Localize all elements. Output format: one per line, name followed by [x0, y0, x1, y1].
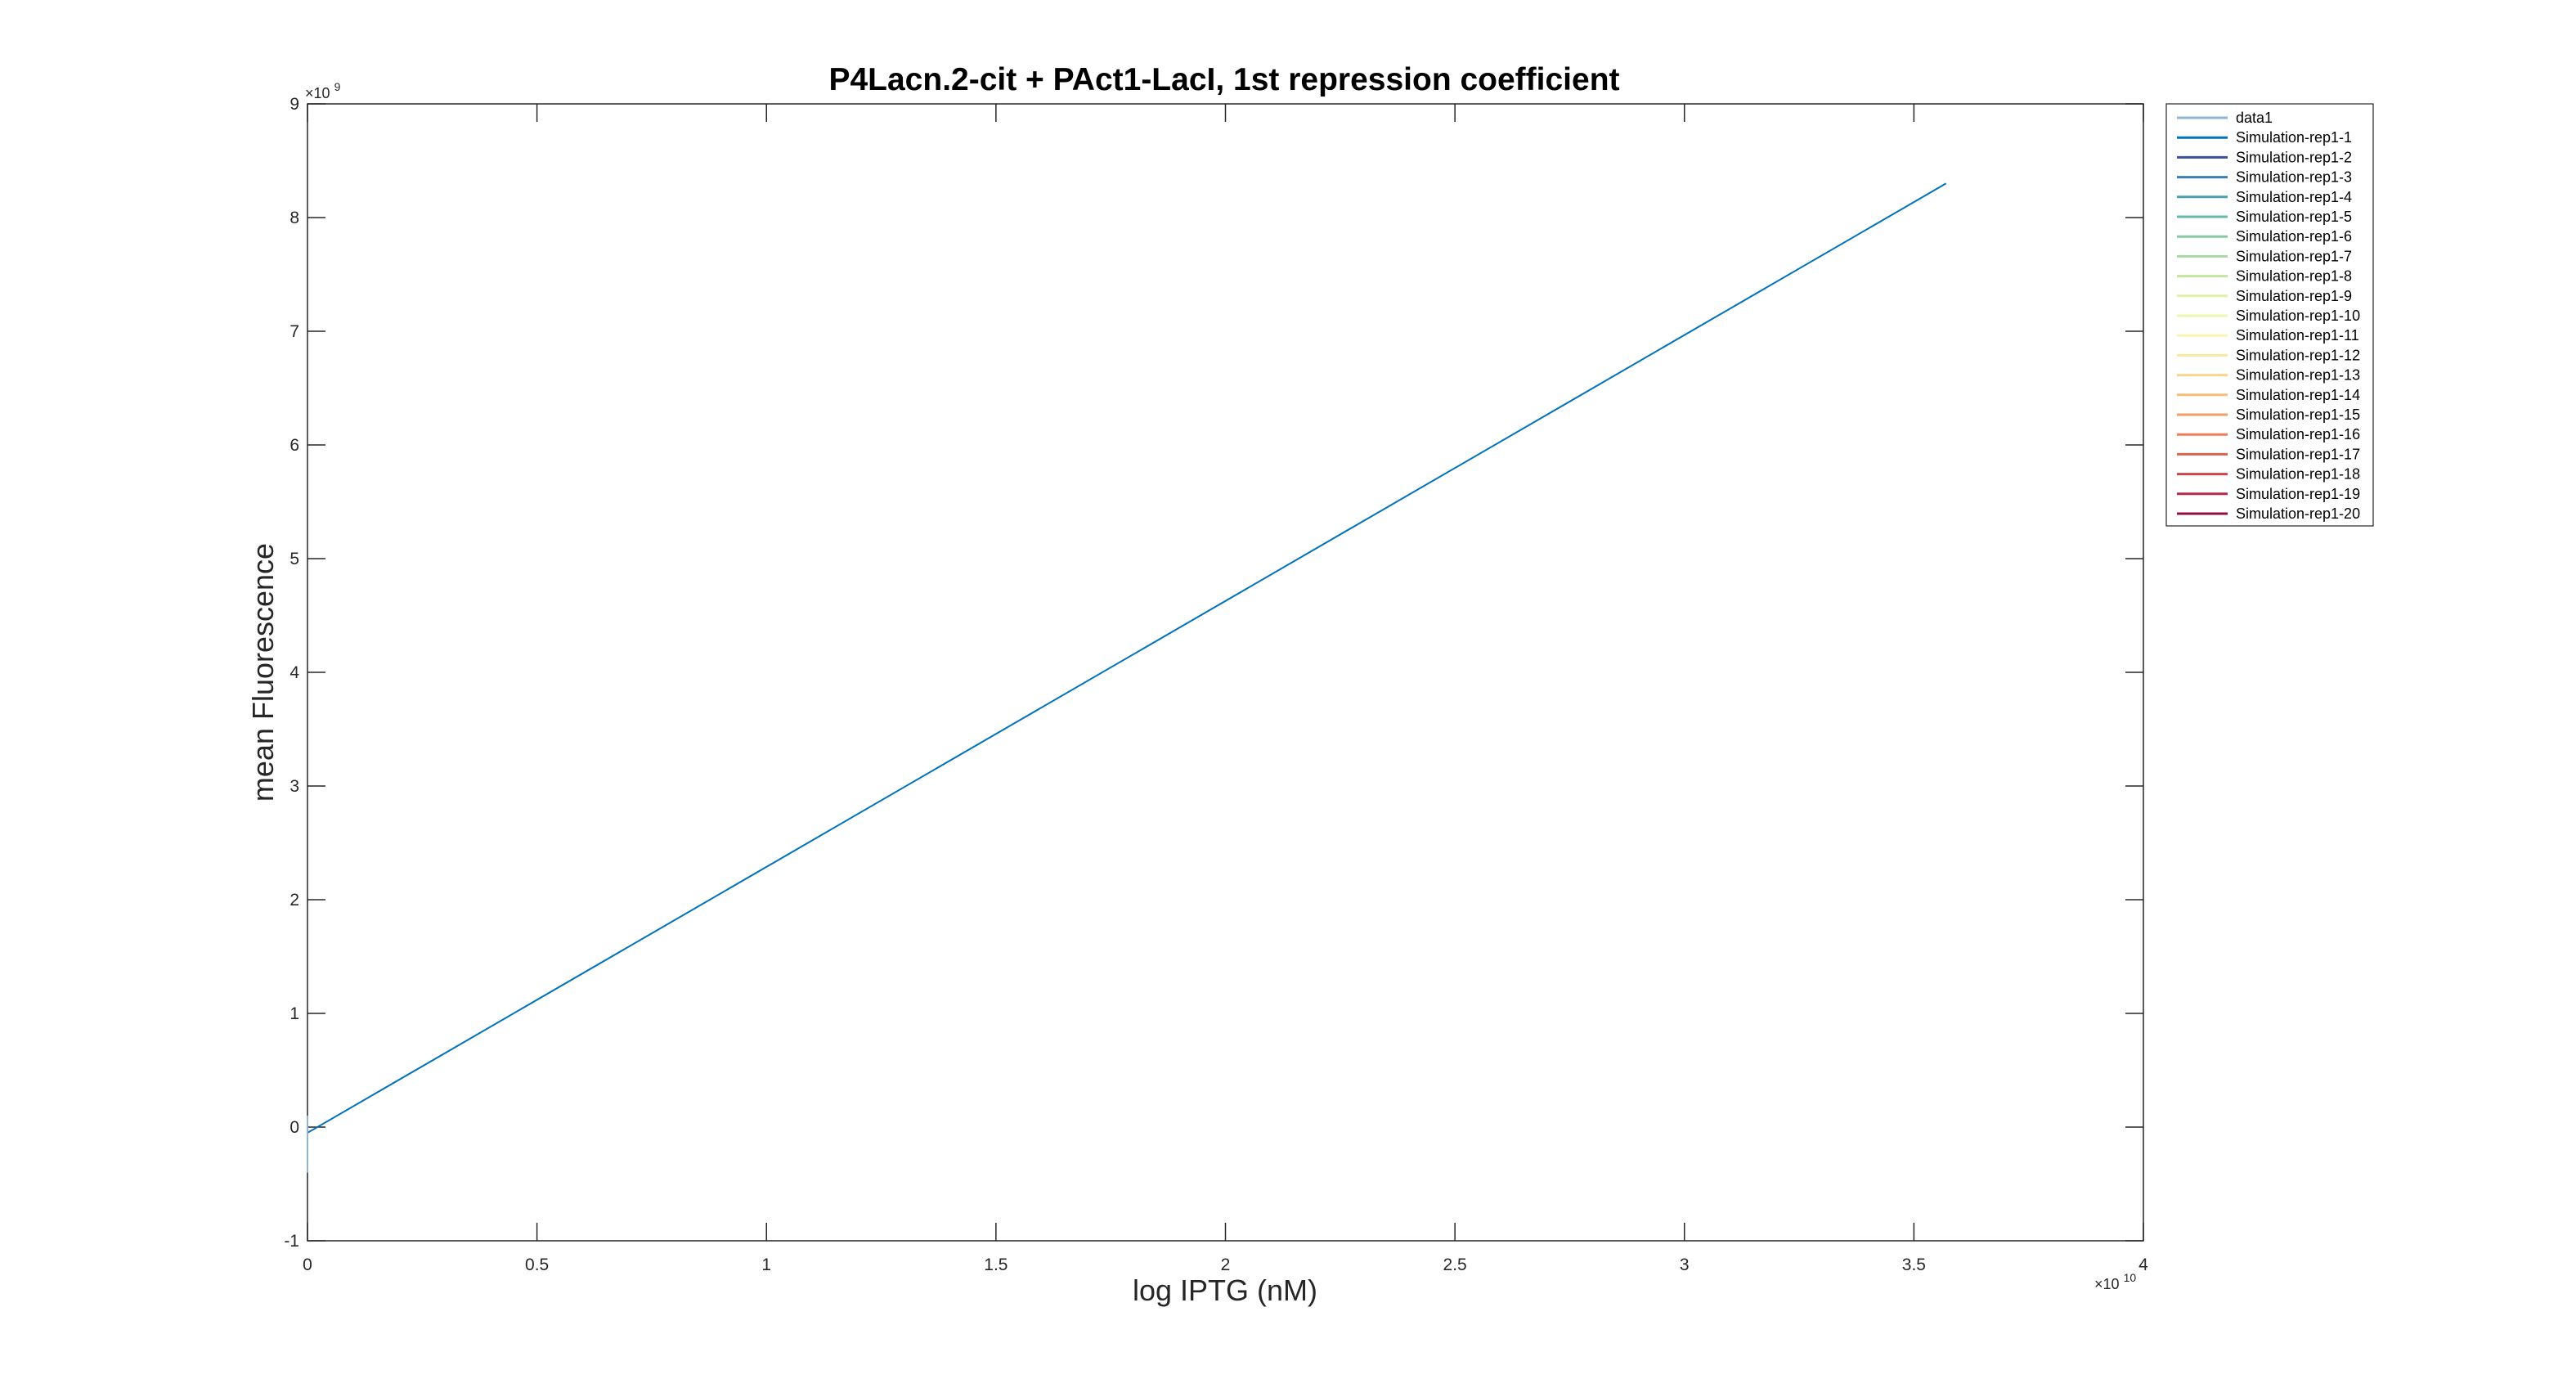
x-tick-label: 0.5 — [525, 1255, 549, 1274]
y-tick-label: 5 — [289, 550, 299, 568]
legend-label: Simulation-rep1-15 — [2236, 407, 2360, 423]
y-tick-label: 3 — [289, 777, 299, 796]
legend-label: Simulation-rep1-4 — [2236, 189, 2352, 205]
legend-label: Simulation-rep1-16 — [2236, 426, 2360, 442]
legend-label: Simulation-rep1-3 — [2236, 169, 2352, 186]
y-tick-label: 8 — [289, 209, 299, 227]
x-tick-label: 0 — [303, 1255, 312, 1274]
legend-label: Simulation-rep1-8 — [2236, 268, 2352, 285]
legend-label: Simulation-rep1-17 — [2236, 446, 2360, 462]
x-tick-label: 4 — [2138, 1255, 2148, 1274]
x-tick-label: 1 — [761, 1255, 771, 1274]
y-axis-label: mean Fluorescence — [246, 543, 280, 802]
x-tick-label: 3.5 — [1902, 1255, 1926, 1274]
legend-items: data1 Simulation-rep1-1 Simulation-rep1-2 S… — [2177, 110, 2360, 522]
legend-label: data1 — [2236, 110, 2273, 126]
legend-label: Simulation-rep1-2 — [2236, 149, 2352, 165]
x-axis-exponent: ×10 10 — [2094, 1271, 2136, 1292]
y-exponent-base: ×10 — [305, 85, 330, 101]
legend-label: Simulation-rep1-13 — [2236, 367, 2360, 384]
y-axis-exponent: ×10 9 — [305, 80, 341, 101]
y-tick-label: -1 — [284, 1232, 299, 1251]
y-tick-label: 4 — [289, 663, 299, 682]
legend: data1 Simulation-rep1-1 Simulation-rep1-2 S… — [2165, 103, 2374, 527]
x-exponent-base: ×10 — [2094, 1276, 2120, 1292]
x-tick-label: 2.5 — [1443, 1255, 1467, 1274]
legend-label: Simulation-rep1-11 — [2236, 327, 2359, 344]
x-exponent-power: 10 — [2124, 1271, 2137, 1284]
x-axis-label: log IPTG (nM) — [1133, 1273, 1317, 1307]
x-tick-label: 1.5 — [984, 1255, 1008, 1274]
y-exponent-power: 9 — [334, 80, 341, 93]
legend-label: Simulation-rep1-6 — [2236, 228, 2352, 245]
chart-title: P4Lacn.2-cit + PAct1-LacI, 1st repressio… — [828, 62, 1619, 97]
legend-label: Simulation-rep1-18 — [2236, 466, 2360, 483]
series-lines — [307, 182, 1947, 1173]
legend-label: Simulation-rep1-9 — [2236, 288, 2352, 304]
series-line — [307, 182, 1947, 1134]
plot-frame — [307, 103, 2144, 1242]
y-tick-label: 7 — [289, 322, 299, 341]
legend-label: Simulation-rep1-20 — [2236, 505, 2360, 522]
y-tick-label: 6 — [289, 436, 299, 455]
legend-label: Simulation-rep1-5 — [2236, 209, 2352, 225]
y-tick-label: 0 — [289, 1118, 299, 1137]
x-tick-label: 3 — [1680, 1255, 1690, 1274]
y-tick-label: 1 — [289, 1004, 299, 1023]
x-tick-label: 2 — [1221, 1255, 1231, 1274]
legend-label: Simulation-rep1-1 — [2236, 129, 2352, 146]
legend-label: Simulation-rep1-10 — [2236, 308, 2360, 324]
y-ticks — [307, 103, 2143, 1242]
legend-label: Simulation-rep1-14 — [2236, 387, 2360, 403]
y-tick-label: 9 — [289, 95, 299, 114]
y-tick-label: 2 — [289, 891, 299, 910]
y-tick-labels: -1 0 1 2 3 4 5 6 7 8 9 — [284, 95, 299, 1251]
legend-label: Simulation-rep1-19 — [2236, 486, 2360, 502]
x-ticks — [307, 104, 2144, 1241]
legend-label: Simulation-rep1-7 — [2236, 248, 2352, 264]
legend-label: Simulation-rep1-12 — [2236, 347, 2360, 363]
x-tick-labels: 0 0.5 1 1.5 2 2.5 3 3.5 4 — [303, 1255, 2148, 1274]
